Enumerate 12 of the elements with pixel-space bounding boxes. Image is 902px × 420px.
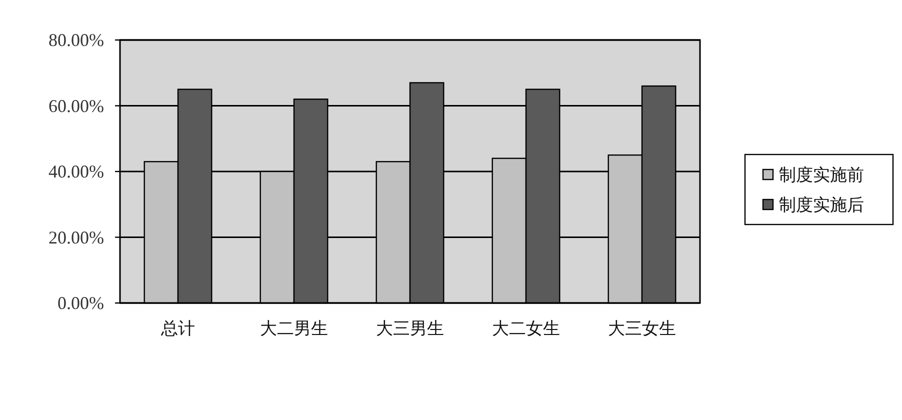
x-tick-label: 总计 <box>160 319 195 339</box>
y-tick-label: 40.00% <box>48 162 104 182</box>
x-tick-label: 大三男生 <box>376 319 444 339</box>
legend-label: 制度实施前 <box>779 166 864 186</box>
y-tick-label: 20.00% <box>48 227 104 248</box>
y-tick-label: 60.00% <box>48 96 104 116</box>
y-tick-label: 0.00% <box>58 293 104 313</box>
x-tick-label: 大二男生 <box>260 319 328 339</box>
x-tick-label: 大二女生 <box>492 319 560 339</box>
x-tick-label: 大三女生 <box>608 319 676 339</box>
y-tick-label: 80.00% <box>48 30 104 50</box>
legend-label: 制度实施后 <box>779 196 864 216</box>
